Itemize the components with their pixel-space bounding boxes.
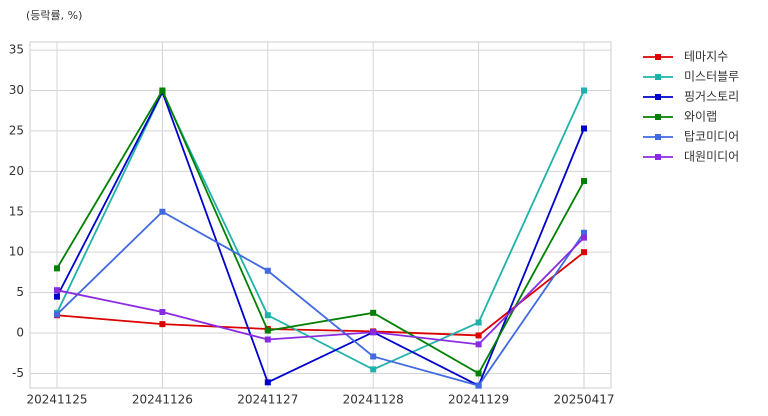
point (54, 293, 60, 300)
point (370, 353, 377, 360)
point (581, 234, 587, 241)
y-tick-label: 15 (9, 204, 24, 218)
x-tick-label: 20241127 (237, 393, 298, 407)
legend-marker (655, 114, 661, 120)
legend-label: 대원미디어 (684, 150, 739, 164)
point (475, 382, 482, 389)
legend-label: 테마지수 (684, 50, 728, 64)
y-tick-label: 0 (16, 326, 24, 340)
point (159, 208, 166, 215)
x-tick-label: 20241128 (343, 393, 404, 407)
point (54, 265, 60, 272)
y-tick-label: 20 (9, 164, 24, 178)
legend-label: 탑코미디어 (684, 130, 739, 144)
legend-marker (655, 94, 661, 100)
legend-marker (655, 154, 661, 160)
x-tick-label: 20241126 (132, 393, 193, 407)
point (475, 341, 482, 348)
y-tick-label: -5 (12, 366, 24, 380)
legend-label: 핑거스토리 (684, 90, 739, 104)
series-line (56, 237, 585, 346)
y-tick-label: 25 (9, 123, 24, 137)
legend-marker (655, 134, 661, 140)
point (475, 332, 482, 339)
point (264, 379, 271, 386)
y-tick-label: 5 (16, 285, 24, 299)
point (475, 319, 482, 326)
point (264, 327, 271, 334)
x-tick-label: 20241125 (26, 393, 87, 407)
x-tick-label: 20241129 (448, 393, 509, 407)
y-tick-label: 30 (9, 83, 24, 97)
point (370, 366, 377, 373)
point (370, 329, 377, 336)
point (370, 309, 377, 316)
y-tick-label: 10 (9, 245, 24, 259)
series-line (56, 251, 585, 337)
series-line (56, 88, 585, 375)
point (159, 321, 166, 328)
point (54, 287, 60, 294)
series-line (56, 210, 585, 387)
point (54, 311, 60, 318)
x-tick-label: 20250417 (553, 393, 614, 407)
point (581, 178, 587, 185)
legend-label: 미스터블루 (684, 70, 739, 84)
series-line (56, 90, 585, 371)
point (264, 267, 271, 274)
y-axis-label: (등락률, %) (26, 9, 82, 22)
point (159, 309, 166, 316)
point (581, 229, 587, 236)
point (581, 125, 587, 132)
point (581, 87, 587, 94)
plot-frame (29, 41, 612, 389)
point (159, 87, 166, 94)
legend-marker (655, 54, 661, 60)
y-tick-label: 35 (9, 43, 24, 57)
legend-label: 와이랩 (684, 110, 717, 124)
point (475, 370, 482, 377)
legend-marker (655, 74, 661, 80)
point (581, 249, 587, 256)
point (264, 312, 271, 319)
point (264, 336, 271, 343)
